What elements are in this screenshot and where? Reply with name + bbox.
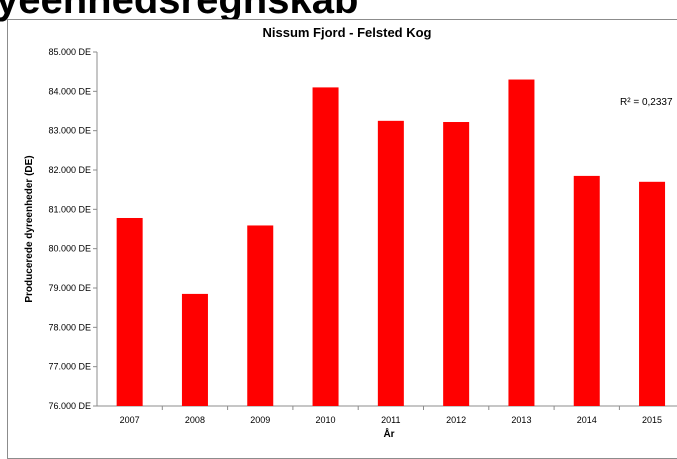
- x-tick-label: 2013: [511, 415, 531, 425]
- y-tick-label: 84.000 DE: [48, 86, 91, 96]
- x-tick-label: 2010: [316, 415, 336, 425]
- x-tick-label: 2015: [642, 415, 662, 425]
- y-axis-ticks: 76.000 DE 77.000 DE 78.000 DE 79.000 DE 80.0…: [48, 47, 97, 411]
- bar-2009: [247, 225, 274, 406]
- x-tick-label: 2007: [120, 415, 140, 425]
- x-axis-ticks: 2007 2008 2009 2010 2011 2012 2013 2014 2015: [120, 406, 662, 425]
- x-axis-label: År: [383, 427, 394, 440]
- y-tick-label: 77.000 DE: [48, 362, 91, 372]
- x-tick-label: 2012: [446, 415, 466, 425]
- x-tick-label: 2011: [381, 415, 400, 425]
- x-tick-label: 2009: [250, 415, 270, 425]
- bar-2013: [508, 79, 535, 407]
- y-tick-label: 82.000 DE: [48, 165, 91, 175]
- y-tick-label: 85.000 DE: [48, 47, 91, 57]
- bar-2007: [116, 217, 143, 406]
- bar-2012: [443, 122, 470, 406]
- bar-2010: [312, 87, 339, 407]
- y-tick-label: 76.000 DE: [48, 401, 91, 411]
- bars: [116, 79, 666, 407]
- bar-2011: [377, 120, 404, 406]
- y-tick-label: 80.000 DE: [48, 244, 91, 254]
- y-tick-label: 81.000 DE: [48, 204, 91, 214]
- x-tick-label: 2008: [185, 415, 205, 425]
- y-tick-label: 78.000 DE: [48, 322, 91, 332]
- y-axis-label: Producerede dyreenheder (DE): [24, 155, 35, 302]
- r-squared-annotation: R² = 0,2337: [620, 97, 673, 108]
- y-tick-label: 83.000 DE: [48, 126, 91, 136]
- x-tick-label: 2014: [577, 415, 597, 425]
- bar-2015: [639, 181, 666, 406]
- bar-2008: [181, 293, 208, 406]
- bar-2014: [573, 175, 600, 406]
- chart-title: Nissum Fjord - Felsted Kog: [262, 25, 431, 40]
- y-tick-label: 79.000 DE: [48, 283, 91, 293]
- page-heading: yeenhedsregnskab: [0, 0, 359, 22]
